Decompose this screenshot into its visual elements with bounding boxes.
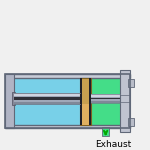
Bar <box>80 78 91 124</box>
Bar <box>80 78 82 124</box>
Bar <box>89 78 91 124</box>
Bar <box>14 93 80 96</box>
Bar <box>88 75 122 128</box>
Bar <box>128 79 134 87</box>
Text: Exhaust: Exhaust <box>95 140 131 149</box>
Bar <box>91 98 120 99</box>
Bar <box>5 75 88 128</box>
Bar <box>5 124 130 128</box>
Bar <box>5 74 130 128</box>
Bar <box>12 92 15 105</box>
Bar <box>120 70 130 132</box>
Bar <box>5 74 130 78</box>
Bar <box>14 93 80 104</box>
Bar <box>102 126 109 136</box>
Bar <box>14 102 80 104</box>
Bar <box>81 104 90 124</box>
Bar <box>91 94 120 103</box>
Bar <box>5 74 14 128</box>
Bar <box>91 94 120 97</box>
Bar <box>14 97 80 100</box>
Bar <box>128 118 134 126</box>
Bar <box>91 101 120 103</box>
